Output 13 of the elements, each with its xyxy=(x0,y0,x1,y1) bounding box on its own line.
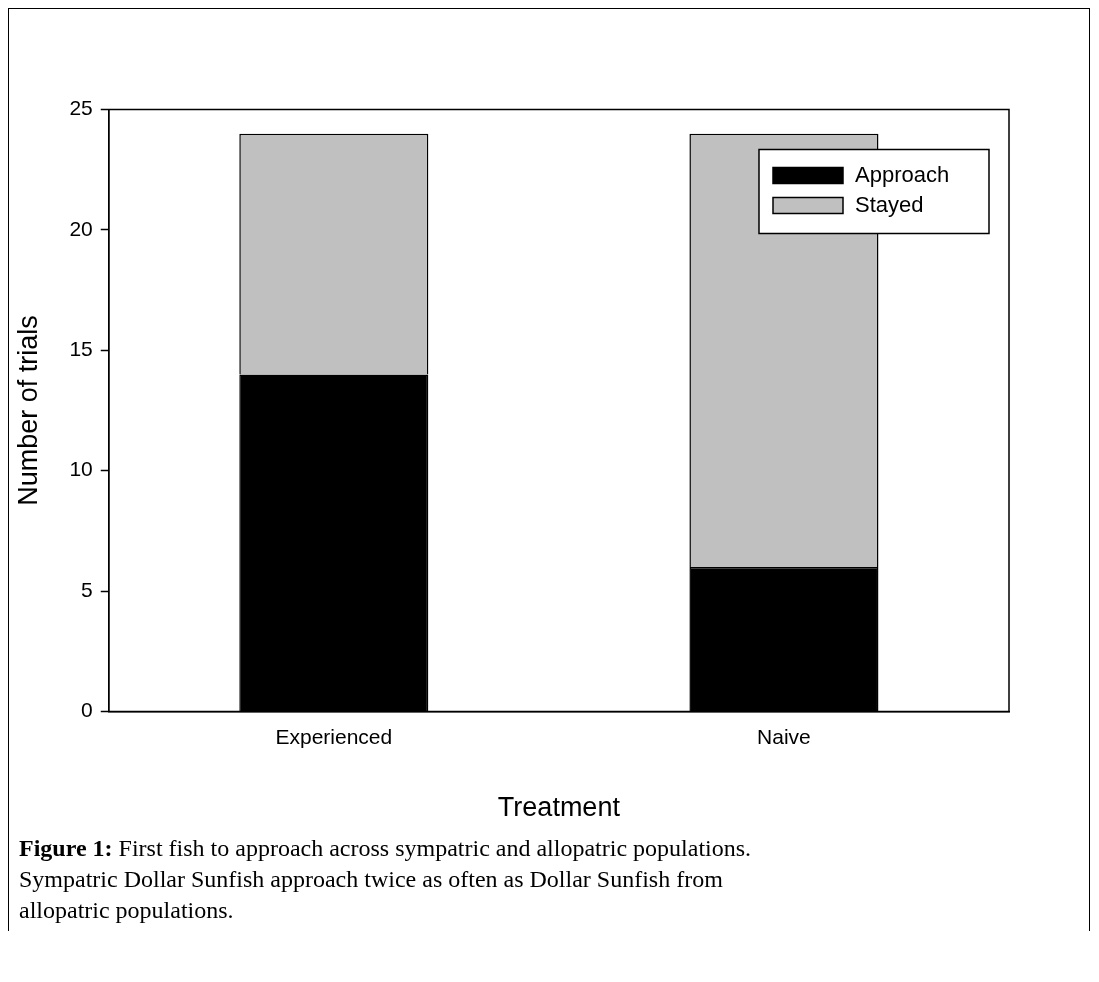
x-axis-title: Treatment xyxy=(497,792,621,823)
x-tick-label: Experienced xyxy=(275,724,393,748)
y-axis-title: Number of trials xyxy=(12,315,43,506)
legend-label: Approach xyxy=(855,161,950,187)
y-tick-label: 10 xyxy=(69,457,93,481)
y-tick-label: 25 xyxy=(69,96,93,120)
legend-label: Stayed xyxy=(855,191,924,217)
caption: Figure 1: First fish to approach across sympatric and allopatric populations. Sympatric Dollar Sunfish approach twice as often as Dollar Sunfish from allopatric populations. xyxy=(19,835,752,924)
y-tick-label: 0 xyxy=(81,698,93,722)
y-tick-label: 15 xyxy=(69,337,93,361)
y-tick-label: 20 xyxy=(69,216,93,240)
y-tick-label: 5 xyxy=(81,577,93,601)
x-tick-label: Naive xyxy=(757,724,811,748)
